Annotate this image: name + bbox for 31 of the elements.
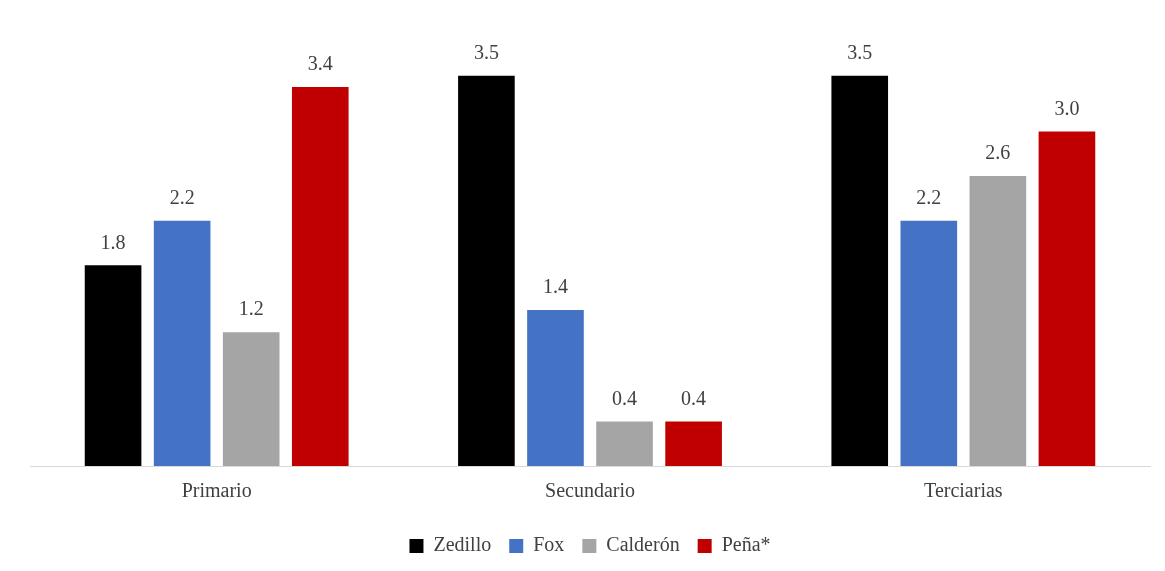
data-label: 3.5	[847, 41, 873, 63]
bar	[1038, 131, 1096, 466]
bar	[665, 421, 722, 466]
legend-label: Zedillo	[433, 533, 492, 556]
legend-label: Peña*	[721, 533, 771, 556]
data-label: 3.4	[307, 52, 333, 75]
data-label: 2.2	[916, 185, 942, 208]
x-tick-label: Primario	[181, 479, 252, 502]
bar	[527, 309, 584, 466]
data-label: 3.5	[473, 41, 499, 63]
data-label: 0.4	[681, 386, 707, 409]
data-label: 2.2	[169, 185, 195, 208]
data-label: 1.4	[542, 275, 568, 298]
legend-label: Calderón	[606, 533, 680, 556]
data-label: 1.8	[100, 230, 126, 253]
bar	[222, 332, 280, 466]
data-label: 0.4	[612, 386, 638, 409]
data-label: 3.0	[1054, 96, 1080, 119]
data-label: 1.2	[238, 297, 264, 320]
bar	[153, 220, 211, 466]
x-tick-label: Terciarias	[924, 479, 1003, 502]
bar	[458, 75, 515, 466]
bar	[84, 265, 142, 466]
data-label: 2.6	[985, 141, 1011, 164]
legend-label: Fox	[533, 533, 565, 556]
bar	[831, 75, 889, 466]
bar	[596, 421, 653, 466]
bar	[291, 86, 349, 466]
bar	[969, 176, 1027, 466]
bar	[900, 220, 958, 466]
x-tick-label: Secundario	[545, 479, 635, 502]
